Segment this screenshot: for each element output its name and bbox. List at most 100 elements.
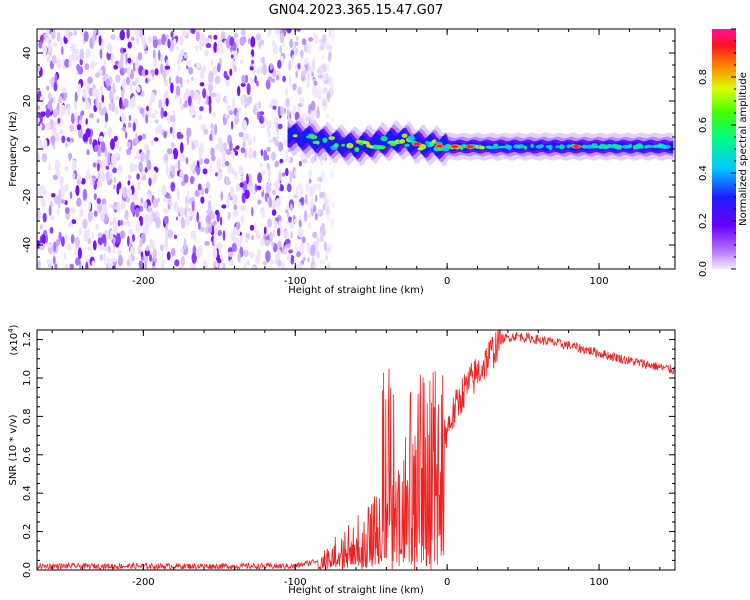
noise-blob (93, 210, 98, 217)
noise-blob (261, 169, 266, 175)
noise-blob (195, 31, 200, 42)
noise-blob (292, 41, 296, 49)
noise-blob (199, 106, 204, 112)
noise-blob (229, 259, 234, 267)
noise-blob (145, 77, 148, 84)
noise-blob (186, 127, 192, 138)
noise-blob (238, 132, 244, 138)
signal-peak (451, 145, 458, 148)
noise-blob (112, 167, 117, 174)
noise-blob (113, 224, 118, 235)
noise-blob (237, 85, 241, 97)
noise-blob (127, 228, 134, 235)
noise-blob (258, 41, 261, 50)
noise-blob (213, 234, 217, 246)
noise-blob (116, 201, 121, 214)
signal-core (506, 144, 513, 151)
noise-blob (54, 263, 58, 269)
noise-blob (64, 207, 70, 214)
noise-blob (87, 228, 91, 237)
noise-blob (330, 29, 335, 40)
noise-blob (99, 209, 105, 222)
noise-blob (73, 118, 79, 126)
noise-blob (307, 221, 312, 230)
noise-blob (298, 220, 302, 228)
noise-blob (208, 103, 212, 114)
noise-blob (94, 144, 99, 152)
noise-blob (206, 209, 210, 215)
noise-blob (99, 254, 104, 261)
noise-blob (128, 253, 132, 264)
noise-blob (113, 64, 119, 70)
noise-blob (260, 123, 266, 129)
noise-blob (45, 122, 51, 131)
noise-blob (130, 201, 136, 214)
noise-blob (288, 74, 292, 87)
noise-blob (153, 57, 158, 68)
noise-blob (135, 222, 141, 234)
noise-blob (154, 68, 159, 76)
noise-blob (53, 241, 56, 253)
noise-blob (154, 110, 158, 115)
noise-blob (167, 204, 170, 209)
noise-blob (73, 48, 79, 55)
noise-blob (69, 191, 73, 199)
noise-blob (170, 142, 175, 148)
noise-blob (152, 198, 159, 209)
noise-blob (209, 85, 212, 97)
snr-y-tick-label: 1.2 (22, 332, 33, 348)
noise-blob (96, 162, 100, 172)
noise-blob (266, 146, 271, 152)
noise-blob (129, 83, 133, 92)
noise-blob (179, 170, 184, 177)
noise-blob (37, 117, 40, 123)
noise-blob (169, 126, 173, 134)
noise-blob (217, 62, 221, 73)
noise-blob (140, 197, 144, 204)
noise-blob (88, 201, 91, 211)
noise-blob (50, 135, 56, 143)
noise-blob (276, 121, 279, 134)
noise-blob (321, 63, 327, 70)
noise-blob (53, 108, 57, 117)
noise-blob (289, 38, 293, 49)
noise-blob (175, 216, 179, 221)
noise-blob (146, 105, 149, 112)
noise-blob (108, 103, 112, 111)
noise-blob (278, 141, 284, 152)
noise-blob (204, 158, 210, 165)
noise-blob (241, 75, 246, 84)
noise-blob (231, 242, 237, 252)
noise-blob (298, 160, 303, 167)
noise-blob (39, 224, 44, 230)
noise-blob (202, 168, 208, 175)
noise-blob (225, 95, 228, 106)
noise-blob (306, 242, 311, 253)
noise-blob (57, 117, 61, 124)
signal-core (354, 147, 360, 153)
noise-blob (57, 102, 60, 111)
noise-blob (304, 57, 309, 65)
noise-blob (274, 179, 281, 191)
noise-blob (257, 199, 262, 205)
noise-blob (235, 221, 241, 230)
noise-blob (217, 171, 223, 181)
noise-blob (190, 175, 195, 185)
noise-blob (123, 98, 129, 108)
noise-blob (121, 78, 126, 91)
noise-blob (112, 249, 116, 255)
noise-blob (302, 256, 306, 262)
noise-blob (281, 185, 284, 191)
noise-blob (200, 196, 205, 204)
noise-blob (299, 187, 304, 197)
noise-blob (250, 36, 256, 48)
signal-core (639, 145, 644, 149)
noise-blob (67, 223, 73, 228)
noise-blob (285, 97, 290, 108)
noise-blob (319, 259, 325, 265)
noise-blob (176, 188, 180, 201)
noise-blob (215, 209, 220, 216)
noise-blob (87, 237, 92, 245)
noise-blob (256, 185, 262, 191)
noise-blob (279, 32, 285, 44)
